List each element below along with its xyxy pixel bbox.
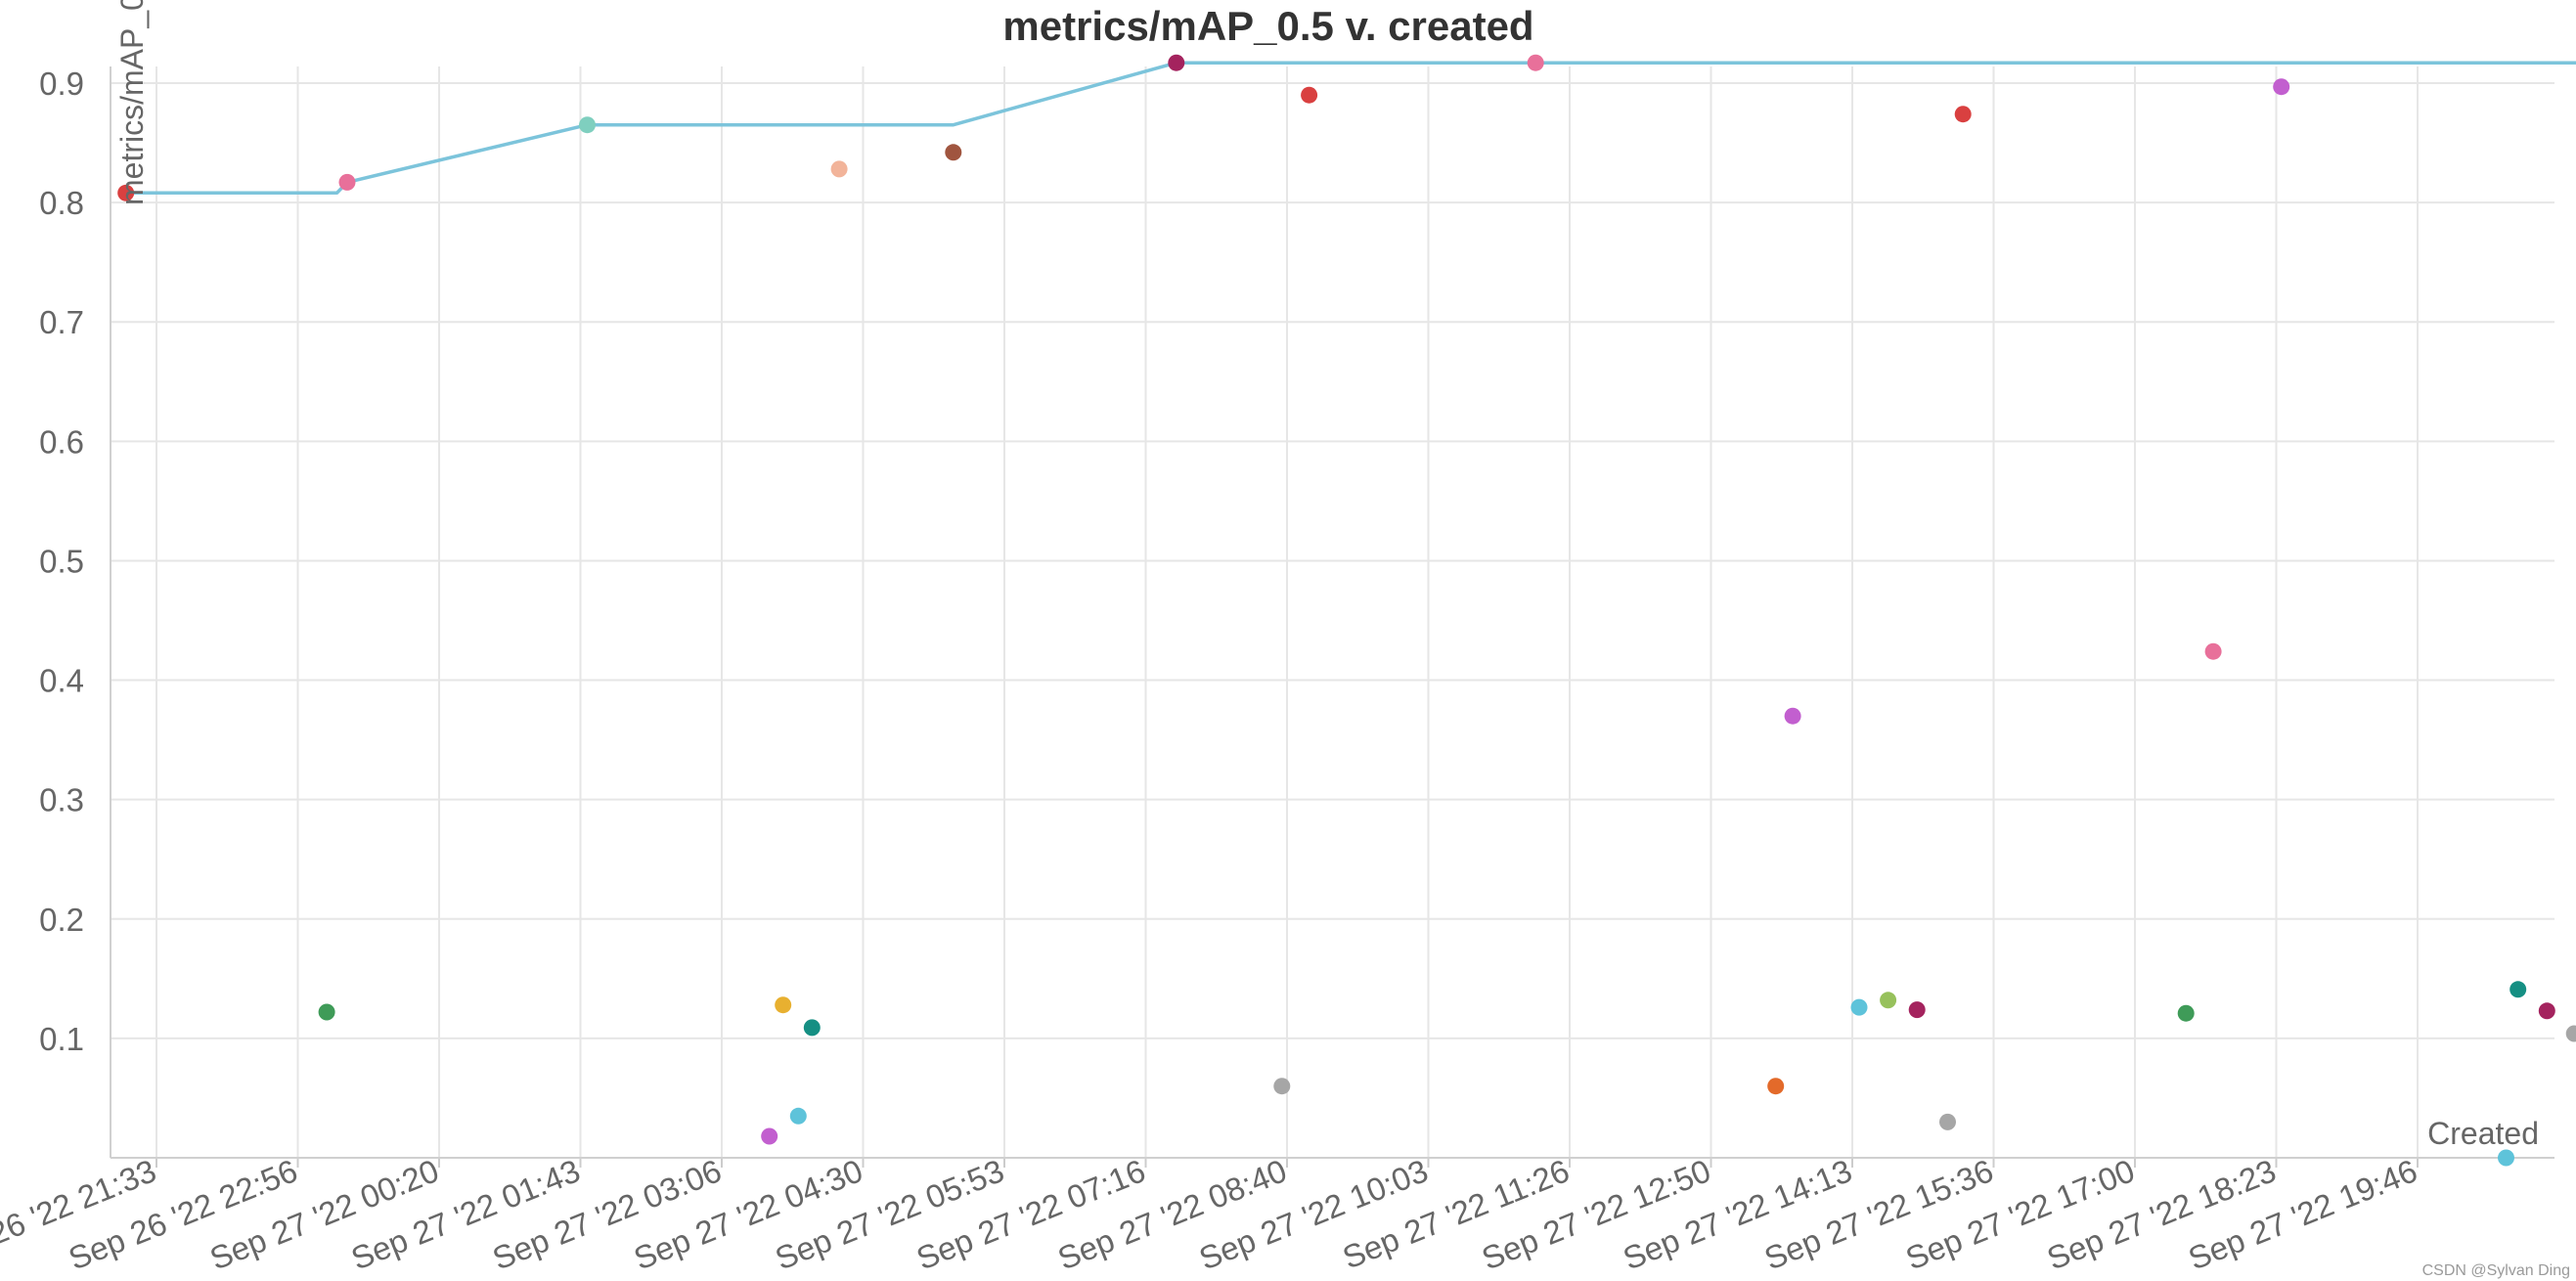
data-point[interactable] (1767, 1078, 1785, 1095)
data-point[interactable] (1908, 1001, 1926, 1019)
data-point[interactable] (1527, 54, 1544, 71)
y-tick-label: 0.8 (39, 185, 84, 221)
grid-lines (111, 66, 2554, 1158)
data-point[interactable] (1784, 707, 1801, 725)
data-point[interactable] (1273, 1078, 1291, 1095)
data-point[interactable] (803, 1019, 821, 1037)
data-point[interactable] (945, 144, 962, 161)
data-point[interactable] (2538, 1002, 2555, 1020)
data-point[interactable] (761, 1127, 778, 1145)
watermark-text: CSDN @Sylvan Ding (2422, 1262, 2570, 1279)
axes (110, 66, 2554, 1168)
data-point[interactable] (338, 173, 356, 191)
data-point[interactable] (789, 1107, 807, 1125)
y-tick-label: 0.1 (39, 1021, 84, 1057)
data-point[interactable] (1301, 86, 1318, 104)
y-tick-label: 0.2 (39, 902, 84, 938)
data-point[interactable] (1939, 1113, 1956, 1130)
data-point[interactable] (2509, 981, 2527, 998)
data-point[interactable] (318, 1003, 335, 1021)
y-tick-label: 0.7 (39, 304, 84, 340)
data-point[interactable] (1168, 54, 1185, 71)
data-point[interactable] (775, 996, 792, 1014)
data-points (117, 54, 2576, 1167)
data-point[interactable] (1880, 992, 1897, 1009)
y-tick-label: 0.3 (39, 782, 84, 818)
data-point[interactable] (2273, 78, 2290, 96)
data-point[interactable] (579, 116, 596, 134)
y-tick-label: 0.6 (39, 423, 84, 460)
y-axis-label: metrics/mAP_0.5 (114, 0, 150, 205)
y-tick-labels: 0.1 0.2 0.3 0.4 0.5 0.6 0.7 0.8 0.9 (39, 66, 84, 1057)
data-point[interactable] (2204, 642, 2222, 660)
data-point[interactable] (1954, 106, 1972, 123)
data-point[interactable] (1850, 998, 1868, 1016)
chart-title: metrics/mAP_0.5 v. created (1002, 3, 1533, 49)
y-tick-label: 0.4 (39, 663, 84, 699)
data-point[interactable] (2498, 1149, 2514, 1167)
data-point[interactable] (2565, 1025, 2576, 1042)
data-point[interactable] (2177, 1004, 2195, 1022)
y-tick-label: 0.9 (39, 66, 84, 102)
data-point[interactable] (830, 160, 848, 178)
y-tick-label: 0.5 (39, 543, 84, 579)
data-point[interactable] (117, 184, 135, 201)
x-axis-label: Created (2427, 1116, 2539, 1151)
